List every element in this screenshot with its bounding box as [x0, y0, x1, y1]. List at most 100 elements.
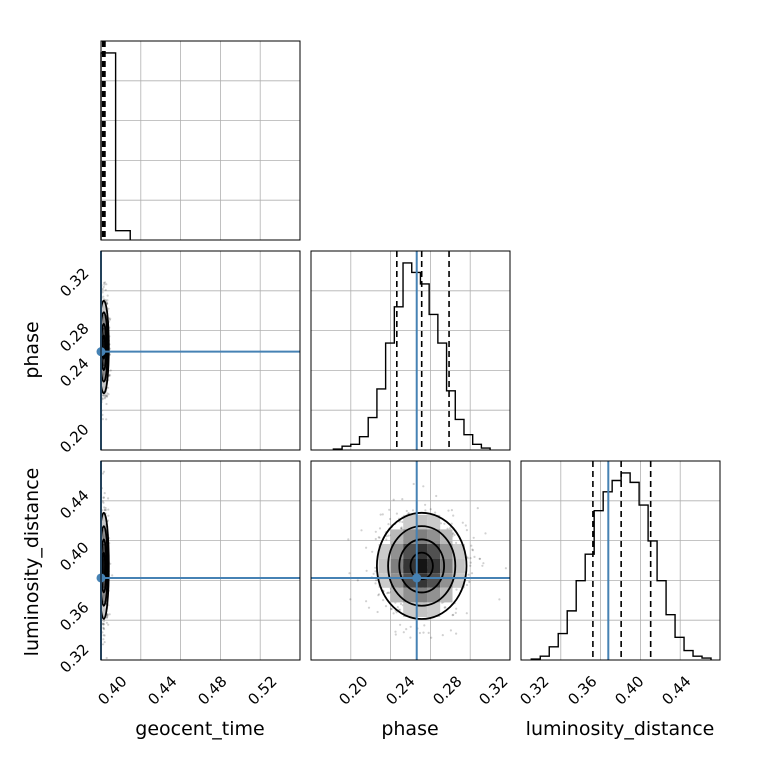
density-cell: [102, 366, 104, 379]
sample-point: [455, 541, 458, 545]
sample-point: [98, 334, 100, 336]
sample-point: [444, 606, 447, 609]
x-tick-label: 0.44: [658, 672, 694, 708]
sample-point: [374, 570, 377, 573]
sample-point: [101, 291, 104, 294]
sample-point: [451, 614, 454, 617]
sample-point: [103, 506, 106, 509]
contour-line: [387, 525, 457, 607]
x-tick-label: 0.28: [429, 672, 465, 708]
density-cell: [390, 529, 404, 544]
density-cell: [452, 573, 465, 588]
sample-point: [422, 631, 425, 634]
density-cell: [427, 514, 441, 530]
density-cell: [427, 529, 441, 544]
x-axis-label-geocent-time: geocent_time: [135, 718, 264, 740]
sample-point: [399, 608, 402, 611]
sample-point: [450, 522, 453, 525]
sample-point: [98, 609, 100, 611]
sample-point: [386, 592, 389, 595]
x-tick-label: 0.24: [382, 672, 418, 708]
sample-point: [103, 623, 106, 626]
x-tick-label: 0.36: [564, 672, 600, 708]
sample-point: [394, 633, 397, 636]
density-cell: [103, 529, 105, 544]
sample-point: [424, 503, 427, 506]
density-cell: [103, 315, 105, 328]
density-cell: [403, 558, 416, 574]
density-cell: [390, 544, 404, 559]
density-cell: [390, 558, 404, 574]
sample-point: [101, 472, 105, 475]
x-axis-label-phase: phase: [381, 718, 438, 740]
sample-point: [465, 612, 468, 615]
sample-point: [108, 613, 111, 616]
y-tick-label: 0.20: [56, 420, 92, 456]
sample-point: [450, 509, 453, 512]
sample-point: [103, 283, 106, 286]
density-cell: [378, 573, 391, 588]
sample-point: [452, 532, 455, 535]
sample-point: [399, 623, 402, 626]
sample-point: [98, 342, 100, 344]
sample-point: [395, 611, 398, 614]
sample-point: [97, 583, 99, 585]
sample-point: [468, 580, 471, 584]
contour-line: [375, 511, 468, 620]
sample-point: [360, 529, 363, 532]
density-cell: [104, 366, 106, 379]
sample-point: [418, 631, 421, 635]
sample-point: [98, 367, 100, 369]
sample-point: [107, 307, 110, 310]
sample-point: [104, 281, 107, 284]
sample-point: [377, 593, 381, 596]
sample-point: [388, 517, 392, 521]
sample-point: [104, 299, 108, 302]
sample-point: [374, 530, 377, 533]
sample-point: [374, 566, 377, 569]
sample-point: [97, 369, 99, 371]
sample-point: [107, 497, 110, 500]
sample-point: [104, 506, 107, 510]
sample-point: [473, 555, 476, 559]
sample-point: [102, 394, 105, 397]
luminosity-distance-vs-phase-panel: [310, 460, 511, 661]
sample-point: [107, 393, 110, 396]
density-cell: [103, 514, 105, 530]
sample-point: [96, 589, 98, 591]
density-cell: [103, 558, 105, 574]
sample-point: [102, 638, 105, 641]
x-tick-label: 0.44: [144, 672, 180, 708]
sample-point: [424, 509, 427, 512]
sample-point: [104, 288, 107, 292]
sample-point: [102, 623, 105, 626]
axes-frame: [100, 40, 301, 241]
sample-point: [390, 608, 393, 611]
sample-point: [107, 386, 110, 389]
sample-point: [102, 501, 105, 504]
sample-point: [385, 538, 388, 541]
y-tick-label: 0.44: [56, 486, 92, 522]
y-tick-label: 0.32: [56, 640, 92, 676]
sample-point: [106, 302, 109, 305]
density-cell: [104, 378, 106, 392]
density-cell: [104, 602, 106, 617]
sample-point: [405, 628, 408, 631]
y-axis-label-luminosity-distance: luminosity_distance: [21, 468, 43, 657]
sample-point: [105, 283, 108, 286]
contour-line: [101, 525, 109, 607]
truth-marker: [412, 573, 422, 583]
density-cell: [440, 573, 453, 588]
sample-point: [374, 537, 377, 541]
sample-point: [96, 586, 98, 588]
sample-point: [97, 569, 99, 571]
sample-point: [470, 544, 473, 547]
sample-point: [455, 588, 458, 591]
density-cell: [427, 587, 441, 603]
sample-point: [443, 522, 446, 525]
phase-vs-geocent-time-panel: [96, 250, 301, 451]
sample-point: [387, 534, 390, 537]
sample-point: [384, 605, 388, 608]
density-cell: [102, 514, 104, 530]
